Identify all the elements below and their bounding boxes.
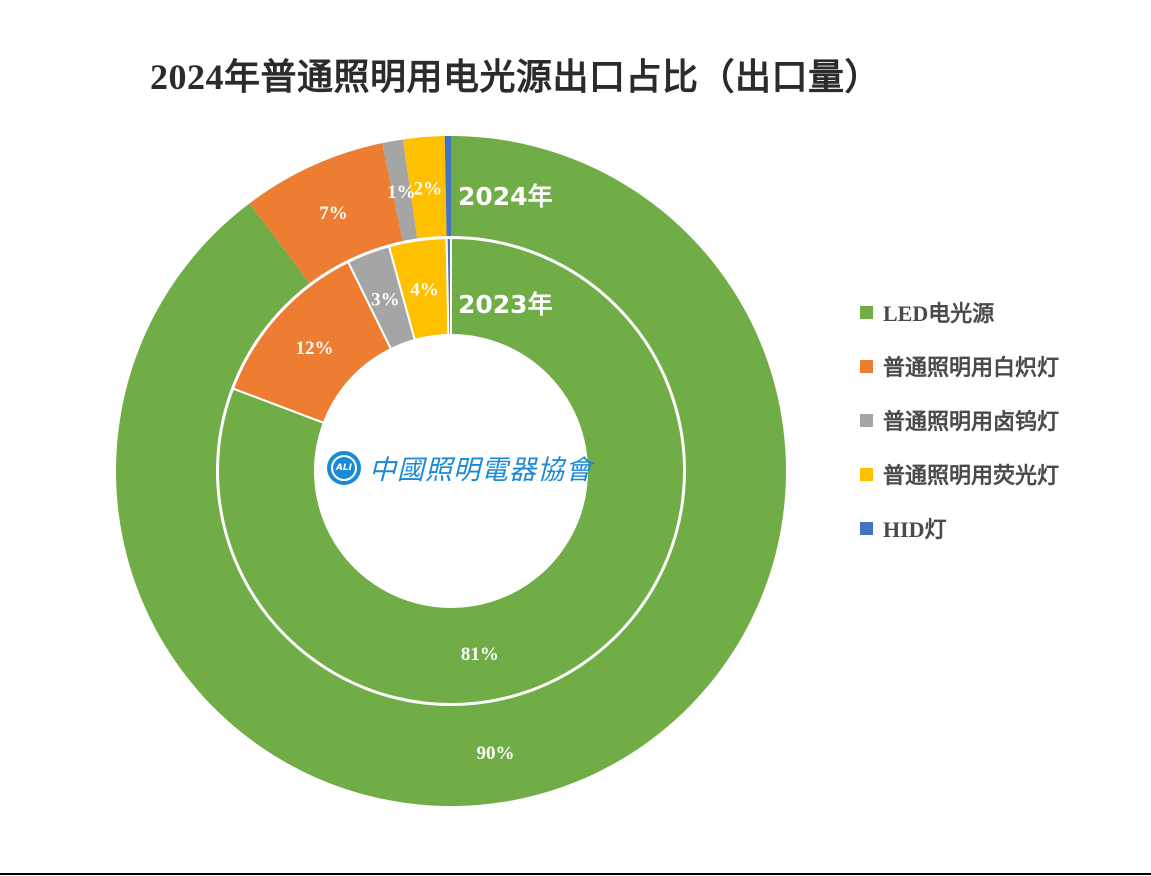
legend-item-halogen: 普通照明用卤钨灯 bbox=[860, 393, 1059, 447]
chart-legend: LED电光源 普通照明用白炽灯 普通照明用卤钨灯 普通照明用荧光灯 HID灯 bbox=[860, 285, 1059, 555]
legend-swatch-icon bbox=[860, 305, 873, 319]
legend-item-led: LED电光源 bbox=[860, 285, 1059, 339]
slice-2024年-0 bbox=[115, 136, 786, 806]
inner-ring-year-label: 2023年 bbox=[458, 290, 553, 319]
slice-data-label: 2% bbox=[414, 178, 443, 199]
slice-data-label: 7% bbox=[319, 203, 348, 224]
slice-2024年-2 bbox=[382, 139, 418, 242]
slice-labels: 90% 7% 1%2% 81% 12% 3% 4% bbox=[295, 178, 514, 764]
legend-label: LED电光源 bbox=[883, 301, 995, 326]
legend-label: 普通照明用荧光灯 bbox=[883, 463, 1060, 488]
inner-ring-2023 bbox=[217, 236, 685, 705]
bottom-divider bbox=[0, 873, 1151, 875]
legend-swatch-icon bbox=[860, 413, 873, 427]
legend-label: 普通照明用卤钨灯 bbox=[883, 409, 1060, 434]
slice-data-label: 3% bbox=[371, 290, 400, 311]
legend-swatch-icon bbox=[860, 467, 873, 481]
slice-2024年-1 bbox=[249, 143, 403, 285]
slice-2024年-3 bbox=[402, 136, 447, 240]
chart-title: 2024年普通照明用电光源出口占比（出口量） bbox=[150, 57, 882, 97]
legend-item-incandescent: 普通照明用白炽灯 bbox=[860, 339, 1059, 393]
outer-ring-year-label: 2024年 bbox=[458, 182, 553, 211]
legend-item-fluorescent: 普通照明用荧光灯 bbox=[860, 447, 1059, 501]
legend-item-hid: HID灯 bbox=[860, 501, 1059, 555]
legend-label: HID灯 bbox=[883, 517, 947, 542]
legend-label: 普通照明用白炽灯 bbox=[883, 355, 1060, 380]
legend-swatch-icon bbox=[860, 521, 873, 535]
cali-logo: ALI 中國照明電器協會 bbox=[327, 448, 593, 487]
slice-2023年-0 bbox=[217, 236, 685, 705]
slice-data-label: 12% bbox=[295, 338, 333, 359]
slice-data-label: 90% bbox=[477, 743, 515, 764]
cali-logo-badge-text: ALI bbox=[333, 456, 355, 479]
slice-data-label: 1% bbox=[387, 182, 416, 203]
slice-2024年-4 bbox=[444, 136, 451, 238]
cali-logo-icon: ALI bbox=[327, 450, 361, 485]
cali-logo-text: 中國照明電器協會 bbox=[369, 455, 593, 486]
slice-data-label: 4% bbox=[410, 279, 439, 300]
legend-swatch-icon bbox=[860, 359, 873, 373]
slice-data-label: 81% bbox=[461, 644, 499, 665]
slice-2023年-4 bbox=[445, 236, 452, 337]
